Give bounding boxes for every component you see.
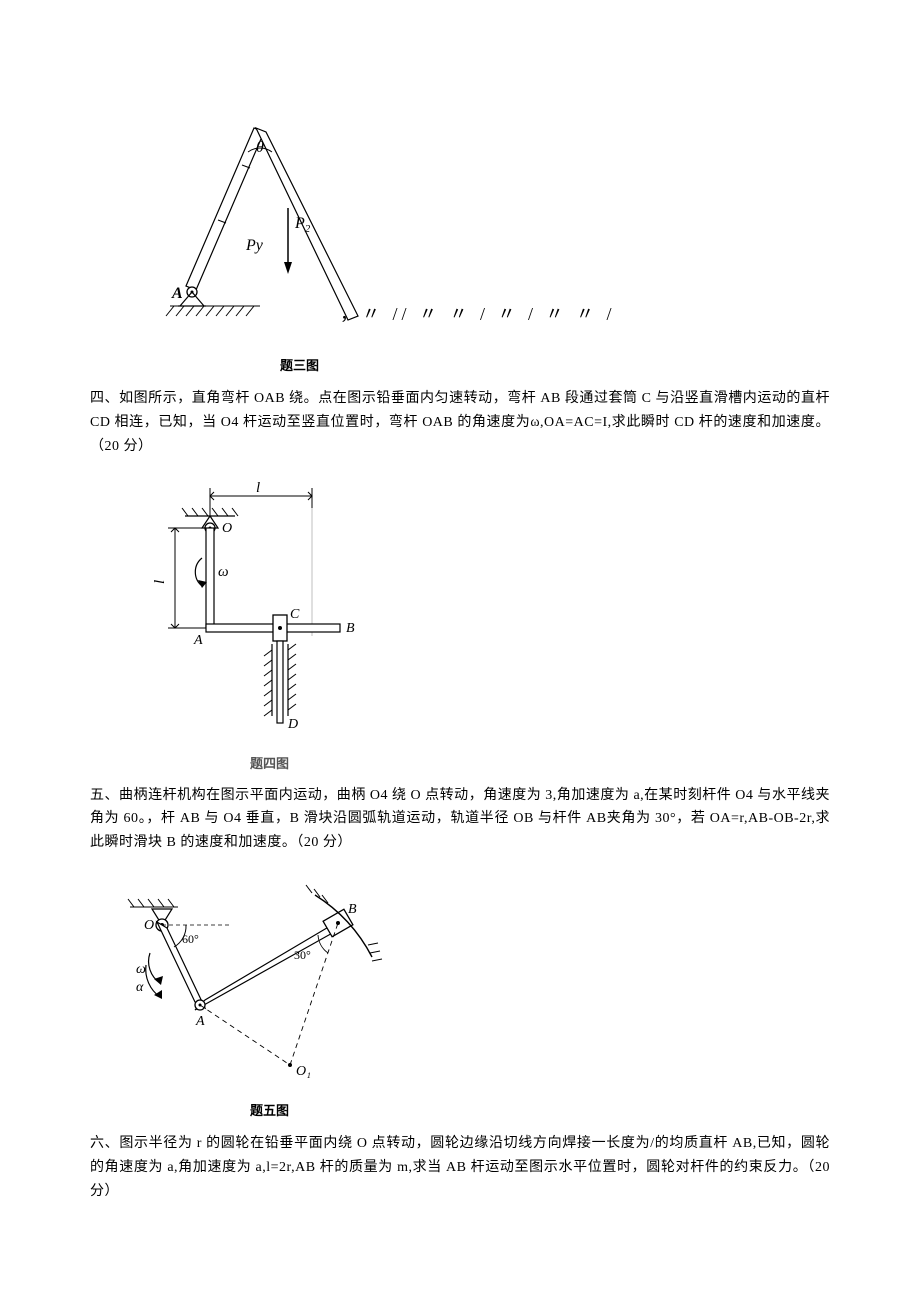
figure-3-svg: θ Py P2 A ，〃 // 〃 〃 / 〃 / 〃 〃 / — [90, 110, 650, 350]
b5-label: B — [348, 902, 357, 917]
figure-5-caption: 题五图 — [90, 1100, 830, 1122]
theta-label: θ — [256, 139, 264, 156]
figure-4: l l O — [90, 468, 830, 748]
figure-3-caption: 题三图 — [90, 355, 830, 377]
figure-3: θ Py P2 A ，〃 // 〃 〃 / 〃 / 〃 〃 / — [90, 110, 830, 350]
figure-4-caption: 题四图 — [90, 753, 830, 775]
problem-5-text: 五、曲柄连杆机构在图示平面内运动，曲柄 O4 绕 O 点转动，角速度为 3,角加… — [90, 784, 830, 855]
figure-5-svg: 60° ω α O A B — [90, 865, 410, 1095]
a-label: A — [171, 285, 183, 302]
o1-label: O₁ — [296, 1064, 311, 1079]
figure-5: 60° ω α O A B — [90, 865, 830, 1095]
problem-4-text: 四、如图所示，直角弯杆 OAB 绕。点在图示铅垂面内匀速转动，弯杆 AB 段通过… — [90, 387, 830, 458]
l-label-left: l — [152, 580, 168, 584]
d-label-4: D — [287, 717, 298, 732]
figure-4-svg: l l O — [90, 468, 390, 748]
b-label-4: B — [346, 621, 355, 636]
o-label: O — [222, 521, 232, 536]
c-label-4: C — [290, 607, 300, 622]
problem-6-text: 六、图示半径为 r 的圆轮在铅垂平面内绕 O 点转动，圆轮边缘沿切线方向焊接一长… — [90, 1132, 830, 1203]
a5-label: A — [195, 1014, 205, 1029]
angle60-label: 60° — [182, 932, 199, 946]
o5-label: O — [144, 918, 154, 933]
l-label-top: l — [256, 480, 260, 496]
hatch-marks-text: ，〃 // 〃 〃 / 〃 / 〃 〃 / — [340, 304, 616, 324]
a-label-4: A — [193, 633, 203, 648]
angle30-label: 30° — [294, 948, 311, 962]
omega5-label: ω — [136, 962, 146, 977]
py-label: Py — [245, 237, 264, 254]
omega-label: ω — [218, 564, 229, 580]
alpha5-label: α — [136, 980, 144, 995]
